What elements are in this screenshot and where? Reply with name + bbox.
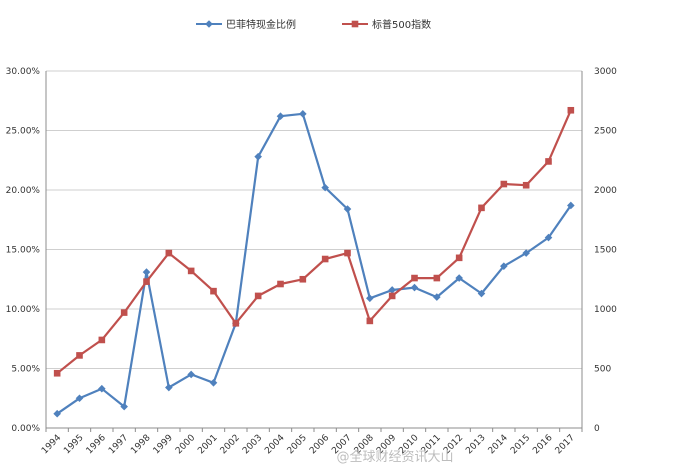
data-point [321,183,329,192]
x-axis-ticks: 1994 1995 1996 1997 1998 1999 2000 2001 2002 2003… [40,428,583,456]
x-tick-label: 2005 [286,433,309,456]
data-point [366,294,374,303]
data-point [277,280,284,288]
data-point [433,293,441,301]
y2-axis-ticks: 0 500 1000 1500 2000 2500 3000 [594,67,617,434]
x-tick-label: 1998 [129,433,152,456]
data-point [120,309,128,316]
data-point [143,278,150,285]
series-line-1 [56,109,572,375]
data-point [187,370,195,379]
data-point [477,289,486,298]
data-point [76,352,83,359]
data-point [500,262,508,270]
y-tick-label: 0.00% [11,424,40,434]
data-point [410,283,419,292]
data-point [343,205,352,213]
y-tick-label: 10.00% [6,305,41,315]
legend: 巴菲特现金比例 标普500指数 [196,18,431,31]
y-tick-label: 20.00% [6,186,41,196]
data-point [567,106,575,114]
y2-tick-label: 0 [594,424,600,434]
y-tick-label: 15.00% [6,246,41,256]
data-point [388,286,396,294]
x-tick-label: 1999 [152,433,175,456]
data-point [567,201,575,210]
legend-swatch-marker [351,20,359,28]
x-tick-label: 2002 [219,433,242,456]
axes [45,71,583,428]
x-tick-label: 2000 [174,433,197,456]
watermark-text: @全球财经资讯大山 [336,449,453,465]
data-point [411,274,418,282]
data-point [545,158,552,165]
x-tick-label: 2015 [509,433,532,456]
data-point [455,254,463,262]
data-point [120,402,128,411]
legend-label: 巴菲特现金比例 [226,18,296,31]
data-point [433,274,441,282]
y2-tick-label: 3000 [594,67,617,77]
legend-label: 标普500指数 [372,18,431,31]
data-point [478,204,485,212]
data-point [232,319,240,327]
data-point [254,292,262,300]
data-point [544,233,553,242]
y-tick-label: 25.00% [6,127,41,137]
data-point [522,249,530,257]
y-tick-label: 30.00% [6,67,41,77]
data-point [142,268,151,276]
data-point [299,275,307,283]
gridlines [46,70,582,429]
x-tick-label: 2003 [241,433,264,456]
y2-tick-label: 2500 [594,127,617,137]
data-point [165,249,173,257]
data-point [98,336,106,344]
x-tick-label: 2014 [487,433,510,456]
data-point [209,378,218,387]
data-point [455,274,463,282]
y2-tick-label: 1500 [594,246,617,256]
legend-swatch-marker [205,20,213,28]
x-tick-label: 2001 [196,433,219,456]
y2-tick-label: 500 [594,365,611,375]
data-point [53,369,61,377]
x-tick-label: 1995 [62,433,85,456]
data-point [321,255,329,263]
x-tick-label: 1996 [85,433,108,456]
x-tick-label: 2013 [464,433,487,456]
y2-tick-label: 1000 [594,305,617,315]
x-tick-label: 1997 [107,433,130,456]
data-point [210,287,217,295]
x-tick-label: 2017 [554,433,577,456]
data-point [388,292,396,300]
data-point [254,152,262,161]
data-point [98,384,106,393]
data-point [165,383,173,392]
data-point [75,394,84,403]
data-point [53,409,61,418]
x-tick-label: 2004 [263,433,286,456]
x-tick-label: 2016 [531,433,554,456]
y-tick-label: 5.00% [11,365,40,375]
data-point [187,267,195,275]
y-axis-ticks: 0.00% 5.00% 10.00% 15.00% 20.00% 25.00% 30.00% [6,67,41,434]
x-tick-label: 1994 [40,433,63,456]
y2-tick-label: 2000 [594,186,617,196]
data-point [299,110,307,118]
x-tick-label: 2006 [308,433,331,456]
series-line-0 [56,112,572,415]
data-point [500,180,508,188]
data-point [276,112,285,121]
data-point [344,249,351,257]
data-point [366,317,374,325]
series-lines [53,106,575,418]
data-point [522,181,530,189]
